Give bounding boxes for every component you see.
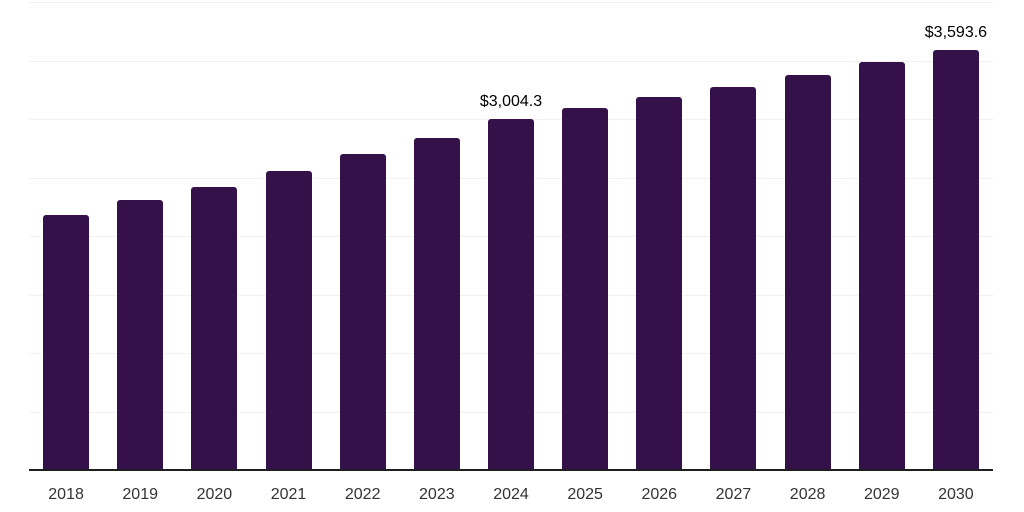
x-tick-label-2019: 2019: [122, 486, 158, 503]
bar-2020[interactable]: [191, 186, 238, 470]
bar-2023[interactable]: [413, 137, 460, 470]
bar-2026[interactable]: [636, 97, 683, 470]
x-tick-label-2018: 2018: [48, 486, 84, 503]
x-tick-label-2021: 2021: [270, 486, 307, 503]
x-tick-label-2027: 2027: [715, 486, 752, 503]
x-tick-label-2022: 2022: [344, 486, 381, 503]
x-tick-label-2029: 2029: [863, 486, 900, 503]
bar-2022[interactable]: [339, 153, 386, 470]
x-tick-label-2020: 2020: [196, 486, 233, 503]
gridline-3500: [29, 60, 993, 62]
bar-2027[interactable]: [710, 86, 757, 470]
bar-2018[interactable]: [43, 214, 90, 470]
plot-area: $3,004.3 $3,593.6: [29, 2, 993, 470]
bar-2030[interactable]: [932, 49, 979, 470]
value-label-2024: $3,004.3: [479, 92, 543, 110]
value-label-2030: $3,593.6: [924, 23, 988, 41]
x-tick-label-2026: 2026: [641, 486, 678, 503]
x-tick-label-2028: 2028: [789, 486, 826, 503]
bar-2019[interactable]: [117, 200, 164, 470]
bar-2021[interactable]: [265, 171, 312, 470]
bar-2028[interactable]: [784, 74, 831, 470]
x-tick-label-2023: 2023: [419, 486, 455, 503]
bar-2024[interactable]: [488, 118, 534, 470]
gridline-4000: [29, 2, 993, 3]
x-tick-label-2030: 2030: [938, 486, 974, 503]
bar-2025[interactable]: [562, 107, 609, 470]
x-axis-line: [29, 469, 993, 471]
x-tick-label-2025: 2025: [567, 486, 603, 503]
bar-2029[interactable]: [858, 62, 905, 470]
x-tick-label-2024: 2024: [493, 486, 529, 503]
